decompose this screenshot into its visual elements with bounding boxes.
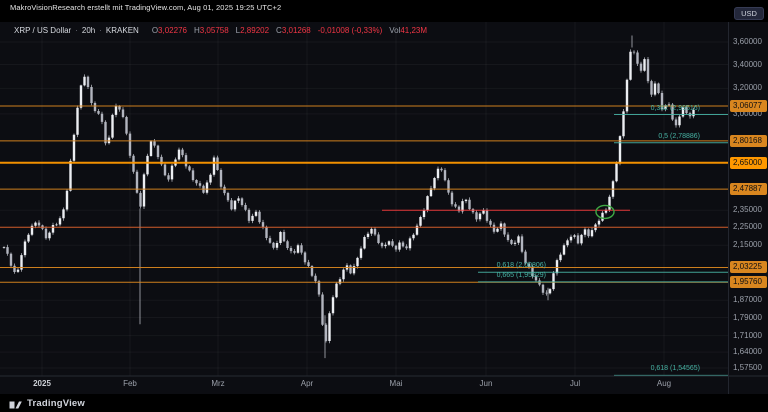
ohlc-high: H3,05758 — [193, 26, 229, 35]
month-label: Mrz — [211, 379, 224, 388]
ohlc-close: C3,01268 — [276, 26, 311, 35]
price-tick-label: 3,40000 — [733, 60, 762, 69]
breakout-circle-annotation[interactable] — [595, 204, 615, 220]
interval-label[interactable]: 20h — [81, 26, 96, 35]
price-tick-label: 2,35000 — [733, 205, 762, 214]
candles-layer — [2, 35, 695, 359]
month-label: Jul — [570, 379, 580, 388]
month-label: Apr — [301, 379, 314, 388]
price-tick-label: 3,60000 — [733, 37, 762, 46]
month-label: Mai — [390, 379, 403, 388]
price-level-label: 2,03225 — [730, 261, 767, 273]
month-label: Jun — [480, 379, 493, 388]
price-tick-label: 1,71000 — [733, 331, 762, 340]
price-tick-label: 2,15000 — [733, 240, 762, 249]
currency-label: USD — [741, 9, 757, 18]
chart-canvas[interactable]: 2025 Feb Mrz Apr Mai Jun Jul Aug — [0, 22, 768, 394]
change-value: -0,01008 (-0,33%) — [317, 26, 383, 35]
month-label: Aug — [657, 379, 671, 388]
grid-layer — [0, 22, 728, 376]
month-label: Feb — [123, 379, 137, 388]
volume-readout: Vol41,23M — [389, 26, 428, 35]
attribution-bar: MakroVisionResearch erstellt mit Trading… — [0, 0, 768, 22]
price-level-label: 2,47887 — [730, 183, 767, 195]
chart-background — [0, 22, 768, 394]
price-tick-label: 3,20000 — [733, 83, 762, 92]
tradingview-brand[interactable]: TradingView — [27, 397, 85, 409]
price-tick-label: 2,25000 — [733, 222, 762, 231]
price-tick-label: 1,79000 — [733, 313, 762, 322]
price-level-label: 2,65000 — [730, 157, 767, 169]
ohlc-open: O3,02276 — [151, 26, 187, 35]
tradingview-logo-icon[interactable] — [9, 397, 22, 410]
fib-levels-layer[interactable] — [478, 114, 728, 376]
price-tick-label: 1,64000 — [733, 347, 762, 356]
price-level-label: 2,80168 — [730, 135, 767, 147]
symbol-legend: XRP / US Dollar · 20h · KRAKEN O3,02276 … — [14, 26, 427, 35]
price-level-label: 3,06077 — [730, 100, 767, 112]
footer-bar: TradingView — [0, 394, 768, 412]
price-tick-label: 3,00000 — [733, 109, 762, 118]
attribution-text: MakroVisionResearch erstellt mit Trading… — [10, 3, 282, 12]
ohlc-low: L2,89202 — [235, 26, 270, 35]
currency-toggle-button[interactable]: USD — [734, 7, 764, 20]
month-label: 2025 — [33, 379, 51, 388]
price-tick-label: 1,87000 — [733, 295, 762, 304]
symbol-name[interactable]: XRP / US Dollar — [14, 26, 72, 35]
horizontal-levels-layer[interactable] — [0, 105, 728, 283]
legend-separator: · — [99, 26, 102, 35]
legend-separator: · — [75, 26, 78, 35]
time-axis[interactable]: 2025 Feb Mrz Apr Mai Jun Jul Aug — [33, 379, 671, 388]
price-tick-label: 1,57500 — [733, 363, 762, 372]
price-axis[interactable]: 3,60000 3,40000 3,20000 3,00000 2,35000 2,250… — [728, 22, 768, 394]
exchange-label: KRAKEN — [105, 26, 139, 35]
price-level-label: 1,95760 — [730, 276, 767, 288]
